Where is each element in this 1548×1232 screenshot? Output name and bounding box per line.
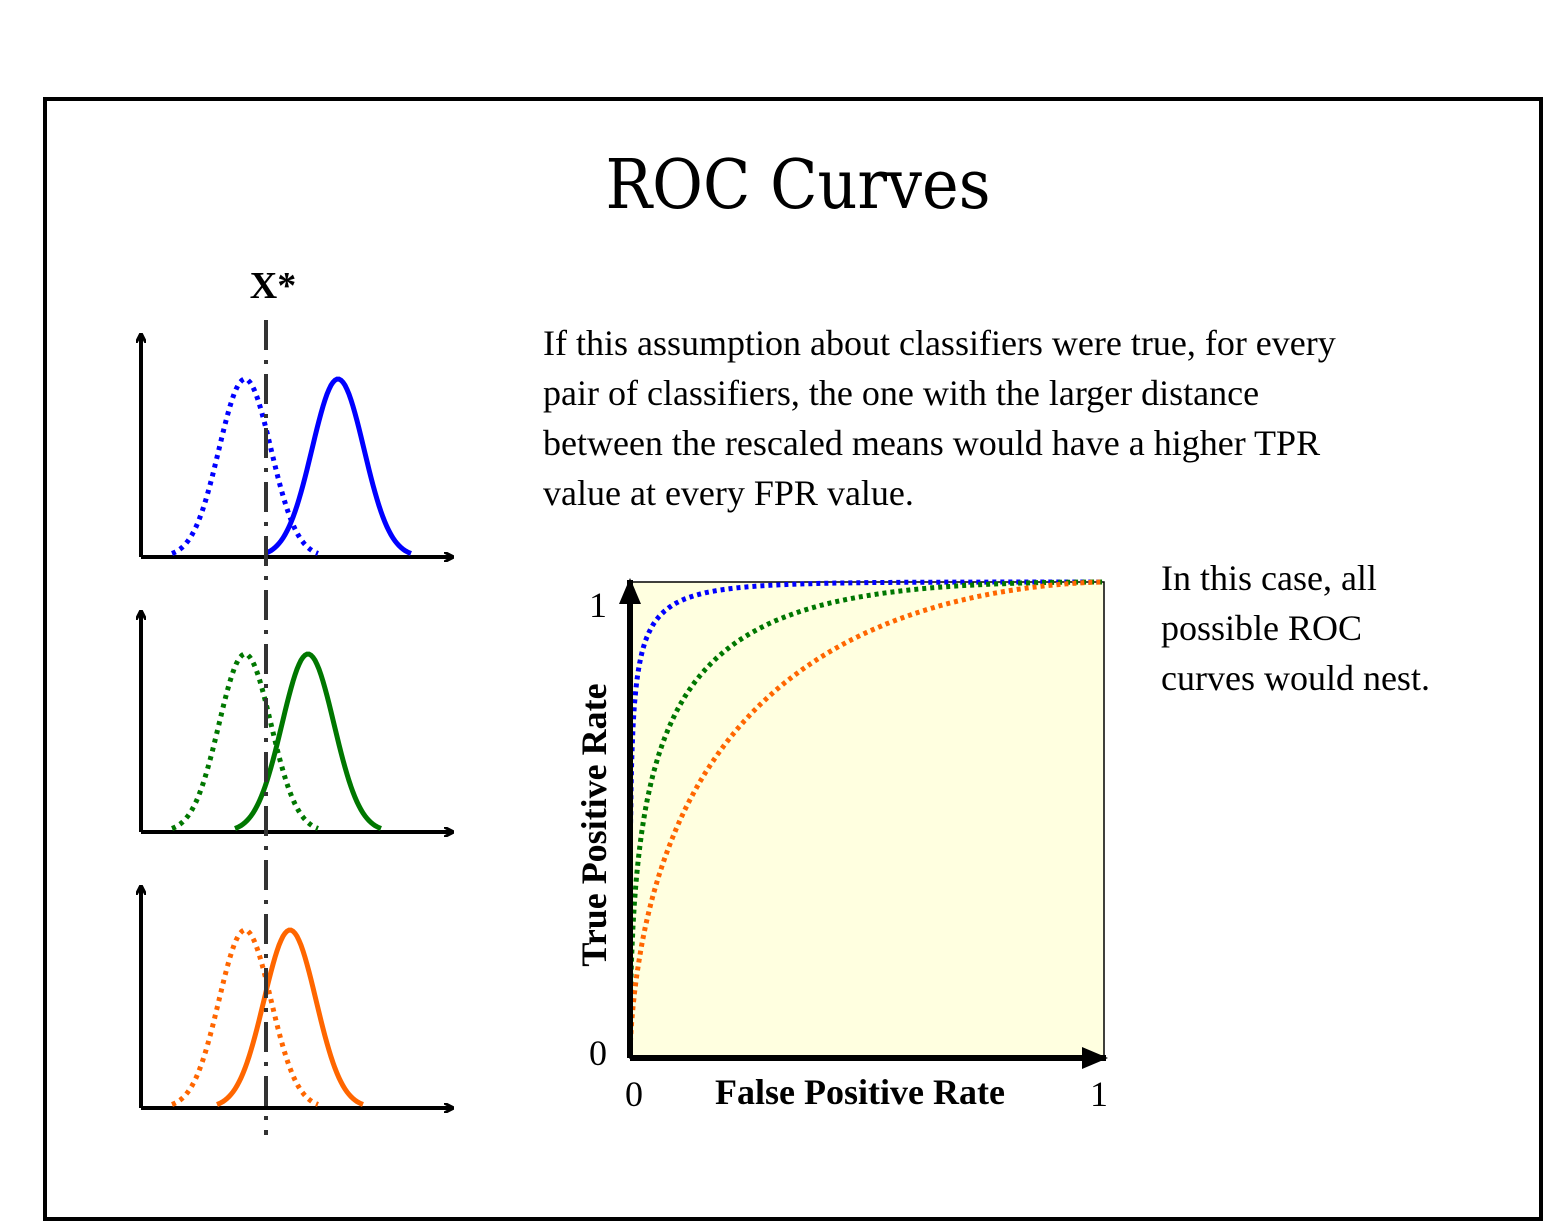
note-line: possible ROC xyxy=(1161,608,1362,648)
x-axis-label: False Positive Rate xyxy=(715,1072,1005,1112)
negative-distribution xyxy=(171,927,319,1107)
x-tick-label: 0 xyxy=(625,1074,643,1114)
positive-distribution xyxy=(264,376,412,556)
y-tick-label: 1 xyxy=(589,585,607,625)
y-tick-label: 0 xyxy=(589,1033,607,1073)
paragraph-line: pair of classifiers, the one with the la… xyxy=(543,373,1259,413)
y-axis-label: True Positive Rate xyxy=(574,683,614,966)
x-tick-label: 1 xyxy=(1090,1074,1108,1114)
paragraph-line: between the rescaled means would have a … xyxy=(543,423,1320,463)
threshold-label: X* xyxy=(250,265,296,307)
note-line: In this case, all xyxy=(1161,558,1377,598)
positive-distribution xyxy=(216,927,364,1107)
slide-title: ROC Curves xyxy=(606,146,991,225)
slide-frame xyxy=(43,97,1543,1221)
note: In this case, all possible ROC curves wo… xyxy=(1161,558,1430,698)
paragraph: If this assumption about classifiers wer… xyxy=(543,323,1336,513)
positive-distribution xyxy=(234,651,382,831)
distributions xyxy=(141,335,452,1108)
paragraph-line: value at every FPR value. xyxy=(543,473,914,513)
negative-distribution xyxy=(171,376,319,556)
paragraph-line: If this assumption about classifiers wer… xyxy=(543,323,1336,363)
negative-distribution xyxy=(171,651,319,831)
note-line: curves would nest. xyxy=(1161,658,1430,698)
roc-plot-area xyxy=(629,581,1105,1059)
